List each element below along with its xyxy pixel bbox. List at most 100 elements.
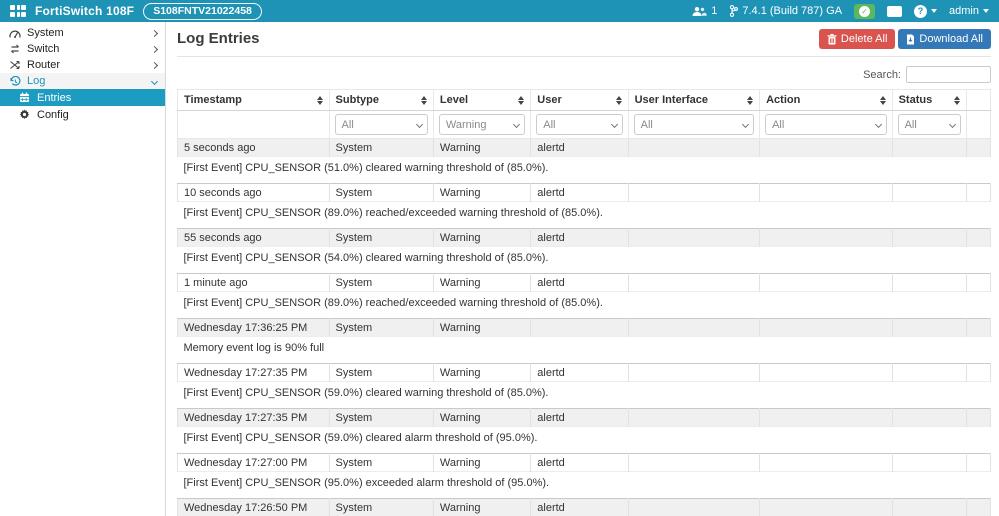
log-entry-row[interactable]: 5 seconds ago System Warning alertd — [177, 138, 992, 157]
log-message: [First Event] CPU_SENSOR (95.0%) exceede… — [177, 471, 991, 499]
filter-status-select[interactable]: All — [897, 114, 961, 135]
logged-in-users[interactable]: 1 — [691, 5, 717, 17]
delete-all-button[interactable]: Delete All — [818, 29, 896, 49]
admin-menu[interactable]: admin — [949, 5, 989, 17]
chevron-right-icon — [150, 29, 159, 38]
cell-subtype: System — [328, 273, 434, 292]
topbar: FortiSwitch 108F S108FNTV21022458 1 7.4.… — [0, 0, 999, 22]
filter-user-select[interactable]: All — [536, 114, 623, 135]
cell-action — [759, 363, 893, 382]
sort-icon[interactable] — [615, 96, 622, 105]
cell-subtype: System — [328, 228, 434, 247]
sidebar-item-log-config[interactable]: Config — [0, 106, 165, 123]
column-header-status[interactable]: Status — [891, 89, 967, 111]
system-status-ok-badge[interactable]: ✓ — [854, 3, 876, 19]
sidebar-item-log-entries[interactable]: Entries — [0, 89, 165, 106]
log-entries-table: Timestamp Subtype Level User User Interf… — [177, 89, 992, 516]
cell-status — [891, 363, 967, 382]
log-entry-row[interactable]: Wednesday 17:27:35 PM System Warning ale… — [177, 363, 992, 382]
cell-user: alertd — [530, 183, 629, 202]
column-header-action[interactable]: Action — [759, 89, 893, 111]
log-entry-row[interactable]: 55 seconds ago System Warning alertd — [177, 228, 992, 247]
sidebar-item-log[interactable]: Log — [0, 73, 165, 89]
cell-user-interface — [627, 453, 761, 472]
trash-icon — [827, 33, 837, 45]
fortinet-logo-icon — [10, 5, 26, 17]
cell-timestamp: 5 seconds ago — [177, 138, 330, 157]
sort-icon[interactable] — [420, 96, 427, 105]
chevron-down-icon — [931, 9, 938, 13]
sidebar-item-system[interactable]: System — [0, 25, 165, 41]
sidebar-item-router[interactable]: Router — [0, 57, 165, 73]
log-entry-row[interactable]: 10 seconds ago System Warning alertd — [177, 183, 992, 202]
sort-icon[interactable] — [316, 96, 323, 105]
sidebar-item-switch[interactable]: Switch — [0, 41, 165, 57]
table-header-row: Timestamp Subtype Level User User Interf… — [177, 89, 992, 111]
cell-status — [891, 138, 967, 157]
cell-user-interface — [627, 138, 761, 157]
cell-user: alertd — [530, 453, 629, 472]
column-header-level[interactable]: Level — [432, 89, 532, 111]
cell-user: alertd — [530, 498, 629, 516]
cell-level: Warning — [432, 183, 532, 202]
log-entry-row[interactable]: Wednesday 17:27:00 PM System Warning ale… — [177, 453, 992, 472]
log-entry-message-row: [First Event] CPU_SENSOR (59.0%) cleared… — [177, 381, 991, 409]
log-message: [First Event] CPU_SENSOR (51.0%) cleared… — [177, 156, 991, 184]
cell-user: alertd — [530, 273, 629, 292]
crossing-arrows-icon — [8, 60, 21, 70]
cell-level: Warning — [432, 363, 532, 382]
firmware-version[interactable]: 7.4.1 (Build 787) GA — [729, 5, 842, 17]
cell-action — [759, 318, 893, 337]
sort-icon[interactable] — [953, 96, 960, 105]
cell-subtype: System — [328, 408, 434, 427]
main-content: Log Entries Delete All Download All Sear… — [167, 22, 999, 516]
download-all-button[interactable]: Download All — [898, 29, 991, 49]
filter-user-interface-select[interactable]: All — [633, 114, 755, 135]
log-entry-row[interactable]: Wednesday 17:36:25 PM System Warning — [177, 318, 992, 337]
cell-timestamp: 10 seconds ago — [177, 183, 330, 202]
cell-blank — [965, 273, 992, 292]
log-entry-row[interactable]: Wednesday 17:26:50 PM System Warning ale… — [177, 498, 992, 516]
sort-icon[interactable] — [518, 96, 525, 105]
help-menu[interactable]: ? — [914, 4, 938, 18]
cell-subtype: System — [328, 453, 434, 472]
sort-icon[interactable] — [879, 96, 886, 105]
log-entry-message-row: [First Event] CPU_SENSOR (54.0%) cleared… — [177, 246, 991, 274]
column-header-subtype[interactable]: Subtype — [328, 89, 434, 111]
gear-icon — [18, 109, 31, 120]
cell-blank — [965, 138, 992, 157]
chevron-down-icon — [150, 77, 159, 86]
cell-action — [759, 408, 893, 427]
cell-timestamp: Wednesday 17:27:00 PM — [177, 453, 330, 472]
cell-status — [891, 408, 967, 427]
chevron-right-icon — [150, 45, 159, 54]
log-entry-row[interactable]: 1 minute ago System Warning alertd — [177, 273, 992, 292]
cell-blank — [965, 183, 992, 202]
cell-subtype: System — [328, 498, 434, 516]
cli-console-icon[interactable] — [887, 5, 903, 17]
gauge-icon — [8, 28, 21, 39]
cell-subtype: System — [328, 183, 434, 202]
help-icon: ? — [914, 4, 928, 18]
log-entry-message-row: [First Event] CPU_SENSOR (95.0%) exceede… — [177, 471, 991, 499]
search-input[interactable] — [906, 66, 991, 83]
cell-level: Warning — [432, 138, 532, 157]
cell-timestamp: Wednesday 17:36:25 PM — [177, 318, 330, 337]
sort-icon[interactable] — [747, 96, 754, 105]
column-header-timestamp[interactable]: Timestamp — [177, 89, 330, 111]
cell-level: Warning — [432, 498, 532, 516]
users-icon — [691, 6, 708, 17]
column-header-user[interactable]: User — [530, 89, 629, 111]
serial-number-badge[interactable]: S108FNTV21022458 — [143, 2, 262, 20]
filter-subtype-select[interactable]: All — [334, 114, 428, 135]
cell-blank — [965, 228, 992, 247]
log-message: [First Event] CPU_SENSOR (89.0%) reached… — [177, 291, 991, 319]
filter-action-select[interactable]: All — [765, 114, 887, 135]
search-label: Search: — [863, 68, 901, 81]
cell-action — [759, 183, 893, 202]
filter-level-select[interactable]: Warning — [438, 114, 526, 135]
column-header-user-interface[interactable]: User Interface — [627, 89, 761, 111]
log-entry-message-row: [First Event] CPU_SENSOR (51.0%) cleared… — [177, 156, 991, 184]
branch-icon — [729, 5, 739, 17]
log-entry-row[interactable]: Wednesday 17:27:35 PM System Warning ale… — [177, 408, 992, 427]
